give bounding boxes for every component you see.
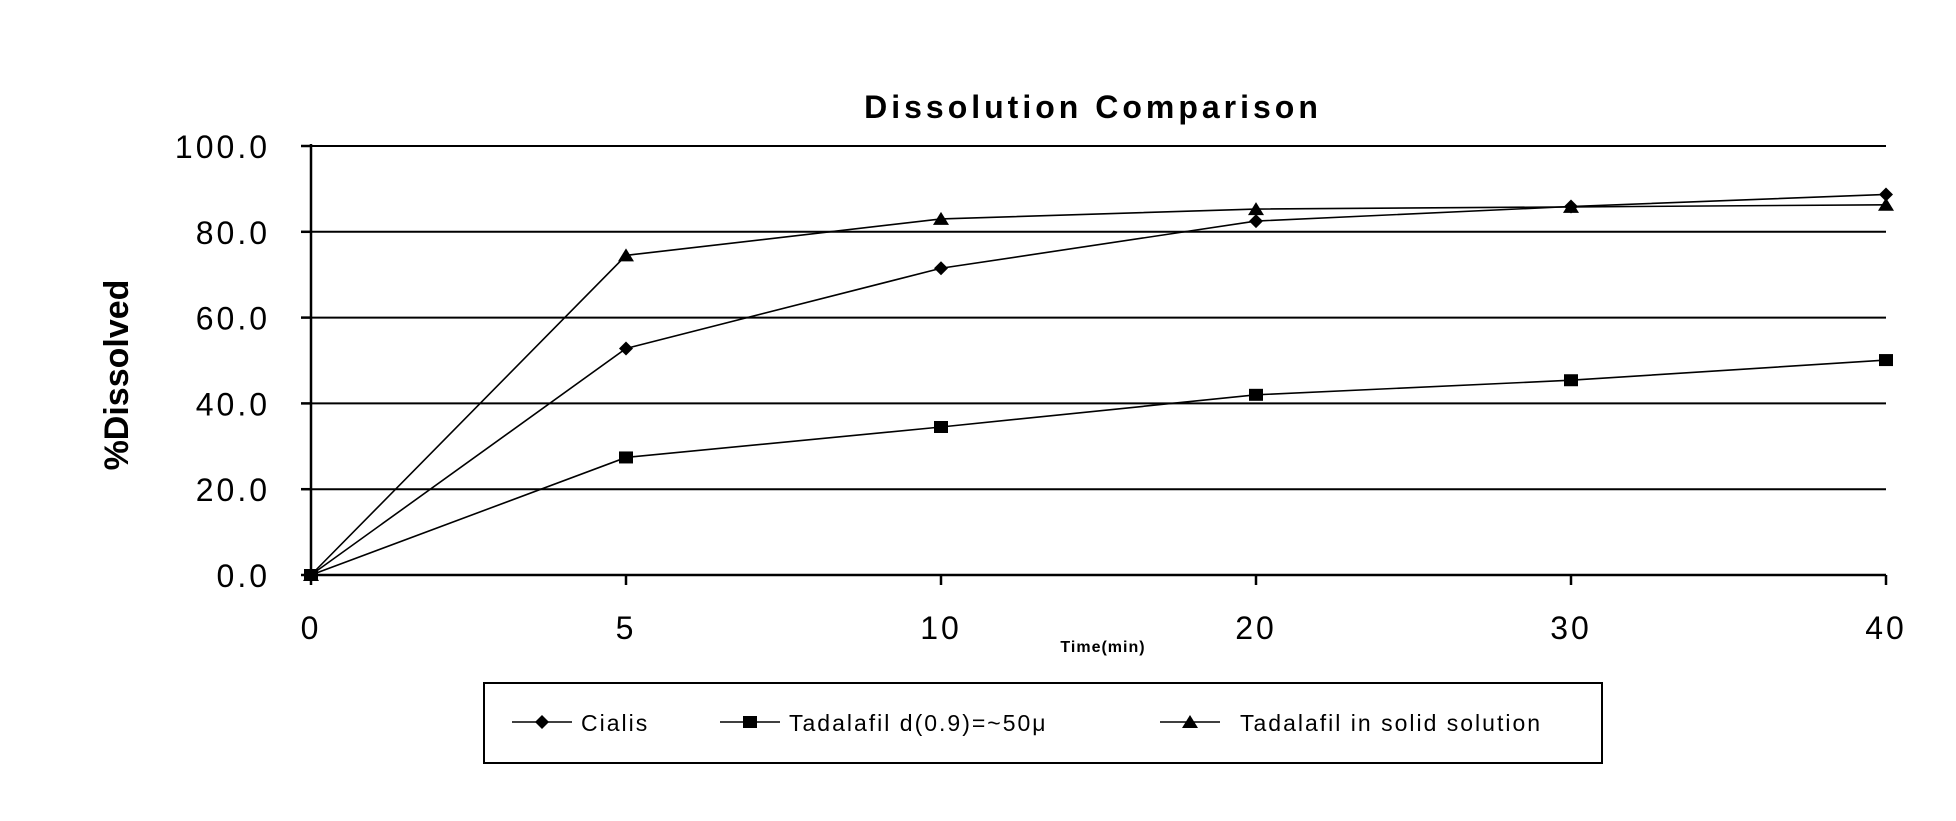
x-axis-label: Time(min)	[1060, 639, 1145, 656]
data-point	[303, 568, 319, 581]
data-point	[1248, 202, 1264, 216]
series-3	[303, 197, 1894, 581]
series-2	[304, 354, 1893, 581]
data-point	[1249, 214, 1263, 229]
legend-label: Cialis	[581, 710, 649, 736]
data-point	[1249, 388, 1263, 401]
y-tick-label: 100.0	[175, 129, 270, 165]
x-tick-label: 40	[1865, 610, 1907, 646]
series-line	[310, 203, 1887, 576]
y-tick-label: 20.0	[196, 472, 270, 508]
data-point	[934, 261, 948, 276]
y-tick-label: 60.0	[196, 301, 270, 337]
legend-label: Tadalafil in solid solution	[1240, 710, 1542, 736]
data-point	[1879, 354, 1893, 367]
series-line	[310, 359, 1887, 576]
y-tick-label: 40.0	[196, 386, 270, 422]
data-series	[303, 187, 1894, 582]
x-tick-label: 10	[920, 610, 962, 646]
legend-label: Tadalafil d(0.9)=~50μ	[789, 710, 1048, 736]
y-tick-label: 0.0	[217, 558, 270, 594]
data-point	[1879, 187, 1893, 202]
data-point	[619, 451, 633, 464]
tick-labels: 0.0 20.0 40.0 60.0 80.0 100.0 0 5 10 20 30 40	[175, 129, 1907, 646]
x-tick-label: 30	[1550, 610, 1592, 646]
x-tick-label: 0	[301, 610, 322, 646]
legend: Cialis Tadalafil d(0.9)=~50μ Tadalafil in …	[483, 682, 1603, 764]
data-point	[1878, 197, 1894, 211]
data-point	[619, 341, 633, 356]
legend-marker	[535, 715, 549, 729]
data-point	[1563, 199, 1579, 213]
legend-marker	[1182, 715, 1198, 728]
y-axis-label: %Dissolved	[98, 280, 136, 471]
chart-title: Dissolution Comparison	[864, 89, 1322, 125]
legend-box	[483, 682, 1603, 764]
data-point	[618, 248, 634, 262]
series-1	[304, 187, 1893, 582]
x-tick-label: 20	[1235, 610, 1277, 646]
data-point	[934, 420, 948, 433]
series-line	[310, 193, 1887, 576]
data-point	[1564, 374, 1578, 387]
y-tick-label: 80.0	[196, 215, 270, 251]
x-tick-label: 5	[616, 610, 637, 646]
data-point	[933, 211, 949, 225]
axes	[301, 144, 1888, 585]
legend-marker	[743, 716, 757, 728]
gridlines	[311, 145, 1886, 491]
